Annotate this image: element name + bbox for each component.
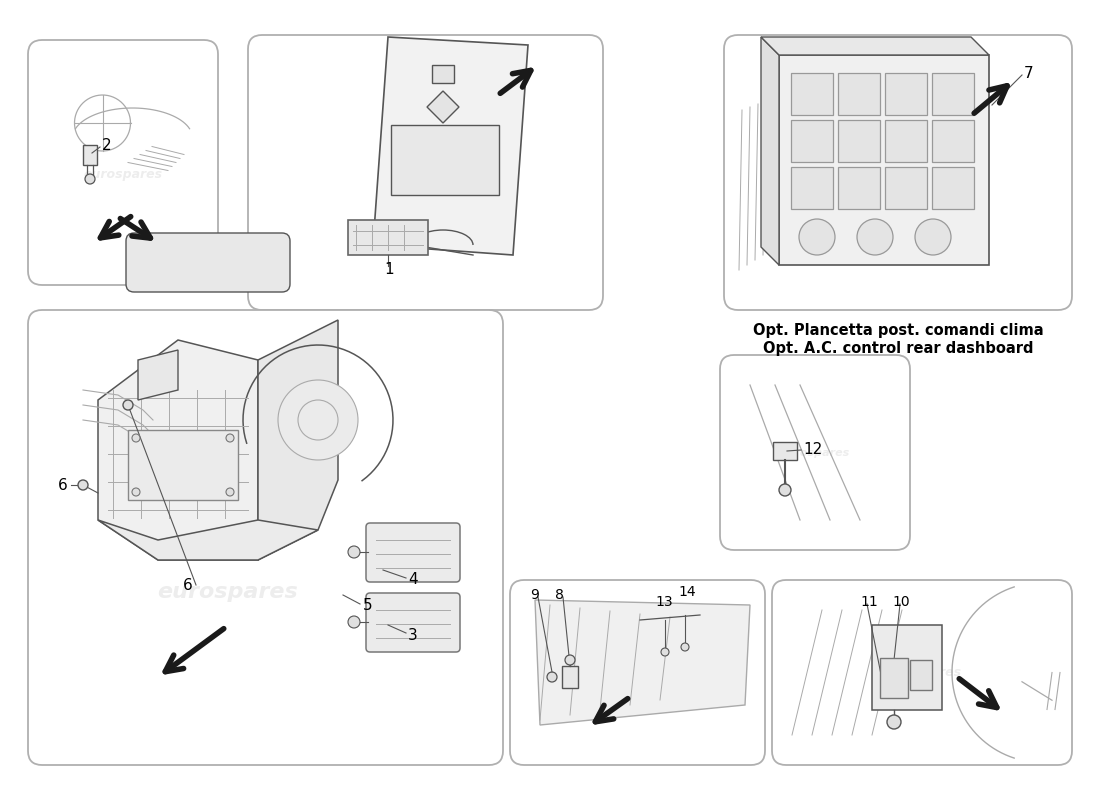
Circle shape (565, 655, 575, 665)
Text: 10: 10 (892, 595, 910, 609)
Bar (791, 120, 833, 162)
FancyBboxPatch shape (720, 355, 910, 550)
Bar (932, 167, 974, 209)
FancyBboxPatch shape (126, 233, 290, 292)
Bar (432, 65, 454, 83)
FancyBboxPatch shape (248, 35, 603, 310)
Circle shape (348, 546, 360, 558)
Circle shape (226, 488, 234, 496)
Bar (838, 120, 880, 162)
Polygon shape (138, 350, 178, 400)
Polygon shape (258, 320, 338, 560)
Bar (880, 658, 907, 698)
Bar (348, 220, 428, 255)
Text: eurospares: eurospares (780, 447, 850, 458)
Circle shape (132, 488, 140, 496)
Text: 12: 12 (803, 442, 823, 458)
Bar (128, 430, 238, 500)
Bar (872, 625, 942, 710)
Polygon shape (98, 340, 258, 560)
Circle shape (85, 174, 95, 184)
FancyBboxPatch shape (724, 35, 1072, 310)
Text: 9: 9 (530, 588, 539, 602)
Text: 14: 14 (678, 585, 695, 599)
Polygon shape (98, 520, 318, 560)
Circle shape (278, 380, 358, 460)
Circle shape (915, 219, 952, 255)
Circle shape (779, 484, 791, 496)
Text: 4: 4 (408, 573, 418, 587)
Text: eurospares: eurospares (598, 666, 678, 679)
Bar (773, 442, 798, 460)
FancyBboxPatch shape (366, 593, 460, 652)
FancyBboxPatch shape (772, 580, 1072, 765)
Circle shape (547, 672, 557, 682)
Text: 8: 8 (556, 588, 564, 602)
Text: 1: 1 (384, 262, 394, 278)
Bar (791, 167, 833, 209)
Text: eurospares: eurospares (824, 163, 937, 182)
Text: 11: 11 (860, 595, 878, 609)
Polygon shape (373, 37, 528, 255)
Circle shape (661, 648, 669, 656)
Bar (886, 120, 927, 162)
Circle shape (132, 434, 140, 442)
Bar (932, 73, 974, 115)
FancyBboxPatch shape (510, 580, 764, 765)
Circle shape (298, 400, 338, 440)
Text: 13: 13 (654, 595, 672, 609)
Text: 3: 3 (408, 627, 418, 642)
Text: 5: 5 (363, 598, 373, 613)
Circle shape (226, 434, 234, 442)
Bar (82, 145, 97, 165)
Bar (562, 666, 578, 688)
FancyBboxPatch shape (366, 523, 460, 582)
FancyBboxPatch shape (28, 40, 218, 285)
Bar (910, 660, 932, 690)
Circle shape (348, 616, 360, 628)
Circle shape (799, 219, 835, 255)
Circle shape (857, 219, 893, 255)
Polygon shape (761, 37, 989, 55)
Bar (838, 73, 880, 115)
Circle shape (681, 643, 689, 651)
Text: 6: 6 (58, 478, 68, 493)
Bar (791, 73, 833, 115)
Text: Opt. Plancetta post. comandi clima: Opt. Plancetta post. comandi clima (752, 322, 1043, 338)
FancyBboxPatch shape (28, 310, 503, 765)
Text: eurospares: eurospares (84, 168, 163, 182)
Text: eurospares: eurospares (386, 163, 500, 182)
Bar (838, 167, 880, 209)
Polygon shape (427, 91, 459, 123)
Text: 7: 7 (1024, 66, 1034, 81)
Polygon shape (761, 37, 779, 265)
Text: Opt. A.C. control rear dashboard: Opt. A.C. control rear dashboard (762, 341, 1033, 355)
Circle shape (123, 400, 133, 410)
Circle shape (887, 715, 901, 729)
Polygon shape (535, 600, 750, 725)
Circle shape (78, 480, 88, 490)
Bar (932, 120, 974, 162)
Bar (779, 55, 989, 265)
Text: eurospares: eurospares (157, 582, 298, 602)
Text: 2: 2 (102, 138, 111, 153)
Bar (390, 125, 499, 195)
Bar (886, 73, 927, 115)
Bar (886, 167, 927, 209)
Text: eurospares: eurospares (882, 666, 961, 679)
Text: 6: 6 (183, 578, 192, 593)
